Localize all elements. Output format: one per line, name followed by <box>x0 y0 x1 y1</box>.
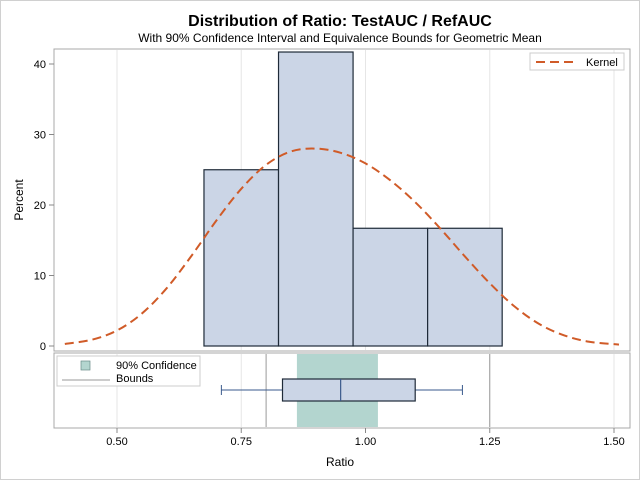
ci-legend: 90% Confidence Bounds <box>56 355 201 387</box>
kernel-legend: Kernel <box>529 52 625 71</box>
histogram-bar <box>352 227 429 347</box>
kernel-legend-box <box>529 52 625 71</box>
kernel-density-curve <box>64 147 620 346</box>
ci-legend-swatch <box>80 360 91 371</box>
y-tick-label: 0 <box>40 341 46 353</box>
y-axis-label: Percent <box>12 179 26 221</box>
y-tick-label: 10 <box>34 271 46 283</box>
chart-subtitle: With 90% Confidence Interval and Equival… <box>138 31 542 45</box>
kernel-legend-label: Kernel <box>586 57 618 69</box>
histogram-bar <box>277 51 354 347</box>
histogram-bar <box>203 169 280 347</box>
chart-title: Distribution of Ratio: TestAUC / RefAUC <box>188 13 492 30</box>
y-tick-label: 20 <box>34 200 46 212</box>
x-tick-label: 0.50 <box>106 436 127 448</box>
y-tick-label: 40 <box>34 59 46 71</box>
histogram-bar <box>427 227 503 347</box>
x-axis-label: Ratio <box>326 455 354 469</box>
x-tick-label: 1.50 <box>603 436 624 448</box>
x-tick-label: 0.75 <box>231 436 252 448</box>
y-tick-label: 30 <box>34 130 46 142</box>
ci-legend-label: 90% Confidence <box>116 360 197 372</box>
bounds-legend-label: Bounds <box>116 373 154 385</box>
x-tick-label: 1.00 <box>355 436 376 448</box>
x-tick-label: 1.25 <box>479 436 500 448</box>
boxplot-box <box>281 378 416 402</box>
